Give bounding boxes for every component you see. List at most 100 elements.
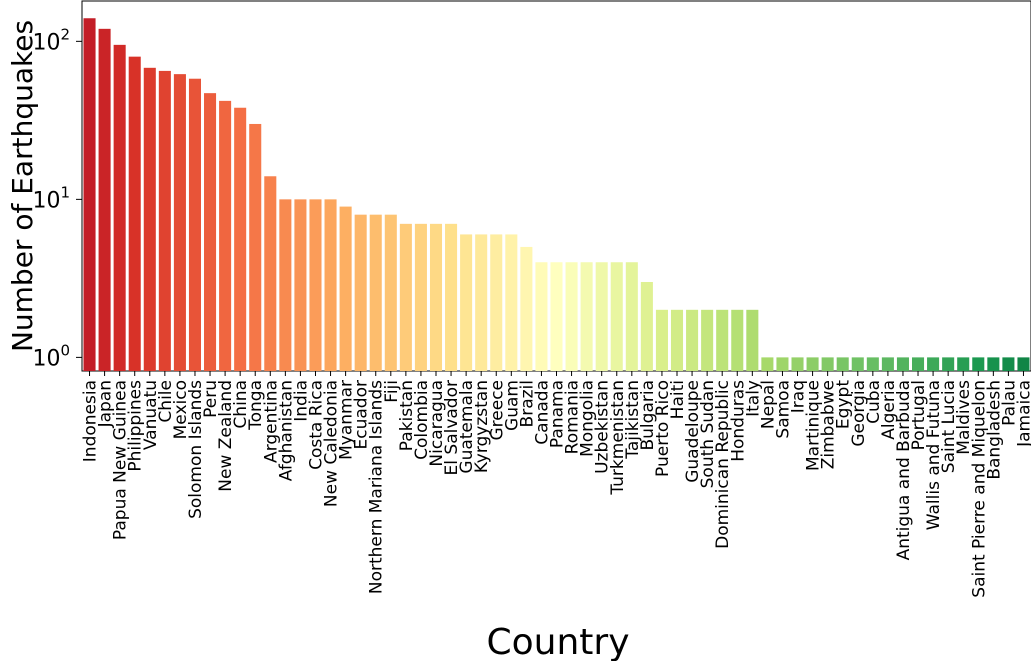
bar (429, 223, 443, 371)
x-tick-label: Tonga (246, 380, 266, 431)
bar (354, 214, 367, 371)
x-tick-label: Nicaragua (427, 380, 447, 467)
bar (294, 199, 307, 371)
x-tick-label: El Salvador (442, 380, 462, 475)
x-tick-label: Bangladesh (984, 380, 1004, 480)
bar (83, 18, 96, 371)
x-tick-label: Pakistan (397, 380, 417, 451)
x-tick-label: Afghanistan (276, 380, 296, 481)
x-tick-label: Ecuador (352, 380, 372, 449)
x-tick-label: Portugal (909, 380, 929, 450)
x-tick-label: Romania (563, 380, 583, 454)
bar (309, 199, 322, 371)
bar (565, 262, 578, 371)
x-tick-label: New Caledonia (322, 380, 342, 507)
bar (505, 234, 518, 371)
x-tick-label: South Sudan (698, 380, 718, 488)
bar (520, 246, 533, 371)
x-tick-label: Guadeloupe (683, 380, 703, 483)
bar (776, 357, 789, 371)
bar (686, 309, 699, 371)
x-tick-label: Japan (96, 380, 116, 428)
bar (173, 74, 186, 371)
x-tick-label: Solomon Islands (186, 380, 206, 519)
bar (550, 262, 563, 371)
bar (535, 262, 548, 371)
x-tick-label: Cuba (864, 380, 884, 424)
y-axis-label: Number of Earthquakes (6, 20, 39, 352)
x-tick-label: Guatemala (457, 380, 477, 474)
bar (942, 357, 955, 371)
x-tick-label: Vanuatu (141, 380, 161, 450)
x-tick-label: Mongolia (578, 380, 598, 457)
bar (279, 199, 292, 371)
x-tick-label: Colombia (412, 380, 432, 460)
x-tick-label: Chile (156, 380, 176, 423)
x-tick-label: Egypt (834, 380, 854, 429)
x-tick-label: Papua New Guinea (111, 380, 131, 540)
x-tick-label: Palau (999, 380, 1019, 426)
x-tick-label: Martinique (804, 380, 824, 471)
bar (1002, 357, 1015, 371)
bar (249, 123, 262, 372)
x-tick-label: Puerto Rico (653, 380, 673, 477)
x-tick-label: Saint Pierre and Miquelon (969, 380, 989, 598)
bars-group (83, 18, 1030, 372)
x-tick-label: Tajikistan (623, 380, 643, 460)
x-tick-label: Honduras (728, 380, 748, 462)
x-tick-label: Mexico (171, 380, 191, 439)
bar (490, 234, 503, 371)
bar (625, 262, 638, 371)
x-tick-label: Turkmenistan (608, 380, 628, 496)
bar (414, 223, 427, 371)
x-tick-label: China (231, 380, 251, 429)
bar (866, 357, 879, 371)
bar (761, 357, 774, 371)
bar (475, 234, 488, 371)
x-tick-label: Peru (201, 380, 221, 418)
x-tick-label: Jamaica (1014, 380, 1031, 448)
bar (610, 262, 623, 371)
bar (655, 309, 668, 371)
x-tick-label: Italy (743, 380, 763, 417)
bar (188, 78, 201, 371)
bar (881, 357, 894, 371)
y-tick-label: 101 (32, 183, 70, 213)
x-tick-label: Kyrgyzstan (472, 380, 492, 473)
x-tick-label: Greece (487, 380, 507, 441)
bar (987, 357, 1000, 371)
bar (806, 357, 819, 371)
bar (731, 309, 744, 371)
bar (640, 281, 653, 371)
bar (324, 199, 337, 371)
y-tick-label: 102 (32, 25, 70, 55)
bar (927, 357, 940, 371)
bar (746, 309, 759, 371)
x-tick-label: Haiti (668, 380, 688, 419)
bar (445, 223, 458, 371)
x-tick-label: Uzbekistan (593, 380, 613, 474)
bar (98, 28, 111, 372)
x-tick-label: Nepal (758, 380, 778, 429)
bar (339, 206, 352, 371)
bar (896, 357, 909, 371)
bar (219, 100, 232, 372)
bar (716, 309, 729, 371)
bar (264, 176, 277, 371)
x-tick-label: Brazil (517, 380, 537, 427)
x-axis-label: Country (486, 622, 629, 661)
x-tick-label: Costa Rica (306, 380, 326, 470)
bar (972, 357, 985, 371)
x-tick-label: Algeria (879, 380, 899, 440)
bar (1017, 357, 1030, 371)
bar (113, 44, 126, 372)
bar (912, 357, 925, 371)
x-tick-label: Myanmar (337, 380, 357, 460)
x-tick-label: Saint Lucia (939, 380, 959, 473)
bar (399, 223, 412, 371)
bar (460, 234, 473, 371)
x-tick-label: Dominican Republic (713, 380, 733, 549)
x-tick-label: Panama (548, 380, 568, 448)
y-axis-ticks: 100 101 102 (32, 25, 82, 371)
